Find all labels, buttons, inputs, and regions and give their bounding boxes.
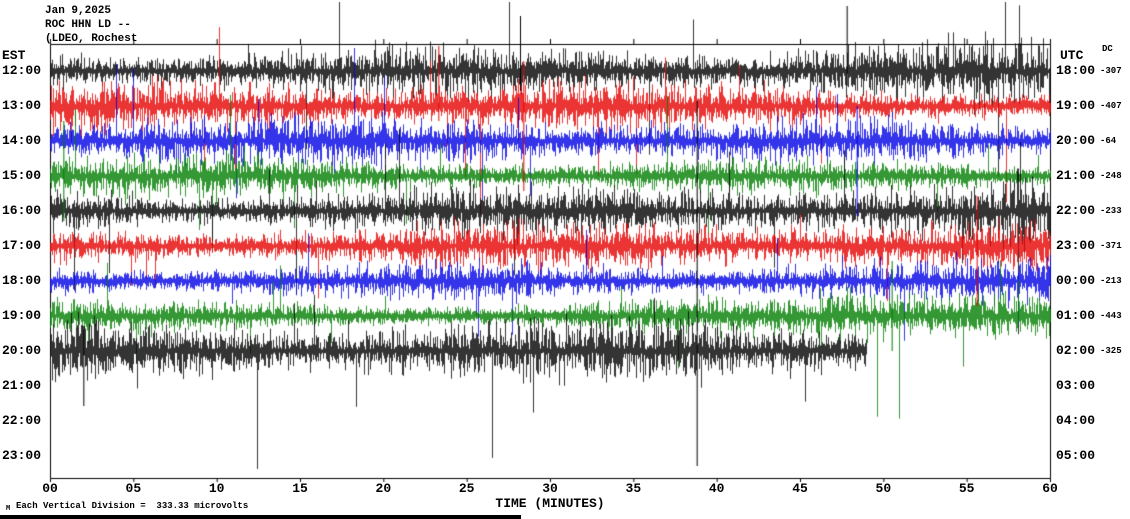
x-tick-label: 55 (958, 481, 975, 496)
est-time-label: 20:00 (2, 343, 42, 358)
utc-time-label: 01:00 (1056, 308, 1096, 323)
dc-value: -325 (1100, 346, 1122, 356)
utc-time-label: 23:00 (1056, 238, 1096, 253)
dc-value: -443 (1100, 311, 1122, 321)
est-time-label: 21:00 (2, 378, 42, 393)
est-time-label: 17:00 (2, 238, 42, 253)
x-tick-label: 50 (875, 481, 892, 496)
est-time-label: 18:00 (2, 273, 42, 288)
dc-value: -248 (1100, 171, 1122, 181)
utc-time-label: 02:00 (1056, 343, 1096, 358)
x-tick-label: 10 (208, 481, 225, 496)
est-time-label: 22:00 (2, 413, 42, 428)
x-tick-label: 35 (625, 481, 642, 496)
dc-value: -213 (1100, 276, 1122, 286)
x-tick-label: 25 (458, 481, 475, 496)
left-axis-label: EST (2, 48, 26, 63)
x-tick-label: 15 (292, 481, 308, 496)
dc-value: -371 (1100, 241, 1122, 251)
header-date: Jan 9,2025 (45, 5, 112, 17)
x-tick-label: 05 (125, 481, 142, 496)
utc-time-label: 22:00 (1056, 203, 1096, 218)
utc-time-label: 03:00 (1056, 378, 1096, 393)
est-time-label: 14:00 (2, 133, 42, 148)
dc-value: -64 (1100, 136, 1117, 146)
est-time-label: 12:00 (2, 63, 42, 78)
bottom-black-bar (0, 515, 521, 519)
dc-value: -233 (1100, 206, 1122, 216)
utc-time-label: 05:00 (1056, 448, 1096, 463)
x-tick-label: 40 (708, 481, 725, 496)
x-tick-label: 20 (375, 481, 392, 496)
utc-time-label: 18:00 (1056, 63, 1096, 78)
utc-time-label: 04:00 (1056, 413, 1096, 428)
est-time-label: 19:00 (2, 308, 42, 323)
header-network: (LDEO, Rochest (45, 33, 138, 45)
scale-note: Each Vertical Division = 333.33 microvol… (16, 501, 249, 511)
est-time-label: 16:00 (2, 203, 42, 218)
utc-time-label: 21:00 (1056, 168, 1096, 183)
dc-value: -407 (1100, 101, 1122, 111)
est-time-label: 15:00 (2, 168, 42, 183)
x-tick-label: 60 (1042, 481, 1058, 496)
est-time-label: 13:00 (2, 98, 42, 113)
dc-value: -307 (1100, 66, 1122, 76)
x-tick-label: 45 (792, 481, 808, 496)
utc-time-label: 20:00 (1056, 133, 1096, 148)
header-station: ROC HHN LD -- (45, 19, 131, 31)
x-tick-label: 00 (42, 481, 58, 496)
x-tick-label: 30 (542, 481, 558, 496)
right-axis-label: UTC (1060, 48, 1084, 63)
scale-mark: M (6, 505, 11, 513)
dc-column-label: DC (1102, 44, 1113, 54)
est-time-label: 23:00 (2, 448, 42, 463)
utc-time-label: 00:00 (1056, 273, 1096, 288)
utc-time-label: 19:00 (1056, 98, 1096, 113)
